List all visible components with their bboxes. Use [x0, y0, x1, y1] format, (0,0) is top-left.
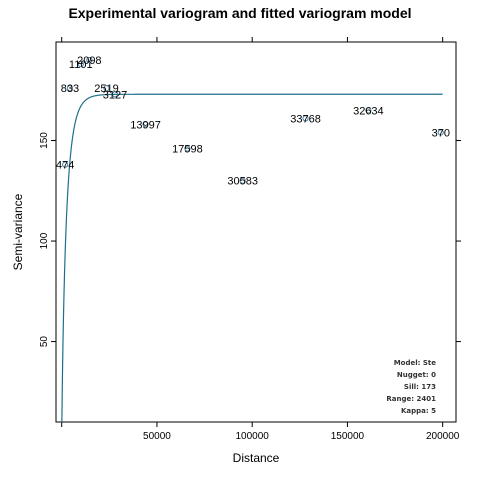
model-info-line: Kappa: 5 — [401, 407, 436, 415]
data-point-label: 32634 — [353, 105, 384, 117]
data-point — [184, 145, 191, 152]
data-point — [103, 85, 110, 92]
y-tick-label: 50 — [39, 336, 50, 348]
x-tick-label: 100000 — [236, 431, 270, 442]
data-point — [302, 115, 309, 122]
data-point — [142, 121, 149, 128]
model-info-line: Range: 2401 — [386, 395, 436, 403]
data-point-label: 2519 — [94, 83, 118, 95]
data-point — [437, 129, 444, 136]
model-info-line: Sill: 173 — [404, 383, 436, 391]
y-tick-label: 100 — [39, 232, 50, 249]
fitted-variogram-line — [61, 93, 443, 423]
data-point — [62, 161, 69, 168]
plot-frame — [55, 41, 457, 423]
data-point-label: 3127 — [103, 89, 127, 101]
data-point-label: 13997 — [130, 119, 161, 131]
data-point-label: 474 — [56, 160, 74, 172]
x-tick-label: 150000 — [331, 431, 365, 442]
data-point — [77, 61, 84, 68]
data-point-label: 2098 — [77, 55, 101, 67]
data-point-label: 17598 — [172, 144, 203, 156]
model-info-box: Model: Ste Nugget: 0 Sill: 173 Range: 2401 K… — [386, 359, 436, 415]
x-axis-ticks: 50000 100000 150000 200000 — [61, 37, 460, 442]
y-axis-label: Semi-variance — [11, 193, 25, 270]
data-point — [111, 91, 119, 98]
model-info-line: Model: Ste — [394, 359, 437, 367]
y-tick-label: 150 — [39, 132, 50, 149]
data-point-label: 30583 — [227, 176, 258, 188]
model-info-line: Nugget: 0 — [397, 371, 436, 379]
data-point — [239, 177, 246, 184]
data-point — [365, 107, 372, 114]
chart-title: Experimental variogram and fitted variog… — [68, 5, 411, 21]
data-point — [86, 56, 93, 64]
y-axis-ticks: 50 100 150 — [39, 132, 461, 347]
x-tick-label: 50000 — [143, 431, 171, 442]
x-axis-label: Distance — [233, 451, 280, 465]
data-point — [66, 85, 74, 92]
data-point-label: 1101 — [69, 59, 93, 71]
data-point-label: 833 — [61, 83, 79, 95]
data-point-label: 33768 — [290, 113, 321, 125]
data-point-label: 370 — [432, 127, 450, 139]
x-tick-label: 200000 — [426, 431, 460, 442]
